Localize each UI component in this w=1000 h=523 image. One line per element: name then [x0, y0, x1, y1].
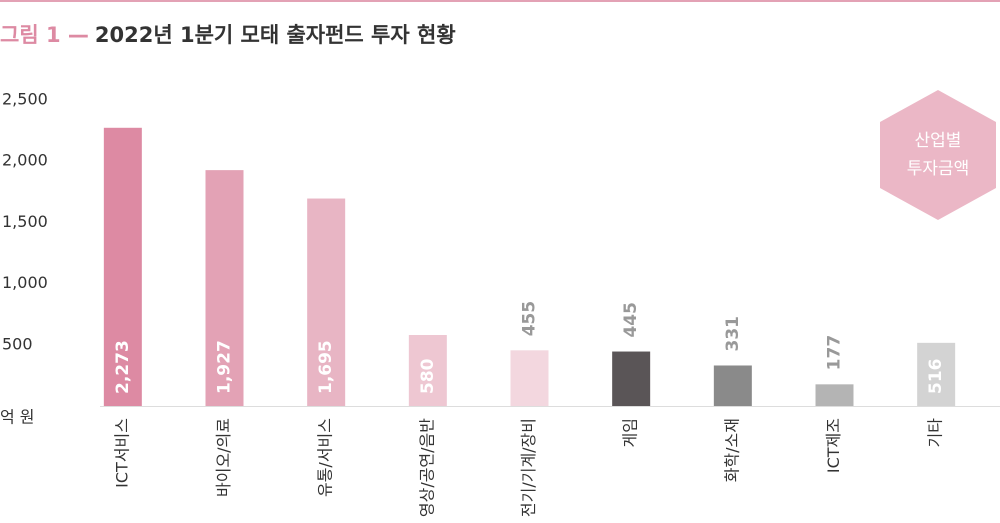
bar: [815, 384, 854, 406]
bar: [307, 198, 346, 406]
value-label: 2,273: [113, 340, 133, 394]
y-tick-label: 1,000: [2, 273, 48, 292]
bar: [205, 170, 244, 406]
value-label: 445: [621, 302, 641, 338]
x-tick-label: 기타: [926, 418, 945, 448]
value-label: 1,927: [215, 340, 235, 394]
x-tick-label: ICT서비스: [112, 418, 131, 488]
y-tick-label: 1,500: [2, 212, 48, 231]
x-tick-label: 영상/공연/음반: [417, 418, 436, 517]
bar: [713, 365, 752, 406]
value-label: 1,695: [316, 340, 336, 394]
value-label: 177: [825, 335, 845, 371]
x-tick-label: 유통/서비스: [316, 418, 335, 497]
value-label: 516: [926, 359, 946, 395]
y-tick-label: 2,500: [2, 90, 48, 109]
x-tick-label: 바이오/의료: [214, 418, 233, 497]
value-label: 455: [520, 301, 540, 337]
bar: [612, 351, 651, 406]
x-tick-label: 화학/소재: [722, 418, 741, 482]
y-tick-label: 500: [2, 334, 33, 353]
badge-line: 투자금액: [907, 159, 970, 179]
bar: [510, 350, 549, 406]
x-tick-label: 게임: [621, 418, 640, 447]
x-tick-label: ICT제조: [824, 418, 843, 473]
badge-line: 산업별: [915, 131, 962, 151]
chart-title: 2022년 1분기 모태 출자펀드 투자 현황: [95, 23, 456, 47]
figure-label: 그림 1 —: [0, 23, 89, 47]
value-label: 331: [723, 316, 743, 352]
bar: [103, 127, 142, 407]
badge-hexagon: [880, 90, 996, 220]
bar: [917, 342, 956, 406]
y-tick-label: 2,000: [2, 151, 48, 170]
y-unit: 억 원: [0, 408, 35, 427]
chart-title-line: 그림 1 —2022년 1분기 모태 출자펀드 투자 현황: [0, 23, 456, 47]
bar: [408, 335, 447, 406]
x-tick-label: 전기/기계/장비: [519, 418, 538, 517]
value-label: 580: [418, 358, 438, 394]
